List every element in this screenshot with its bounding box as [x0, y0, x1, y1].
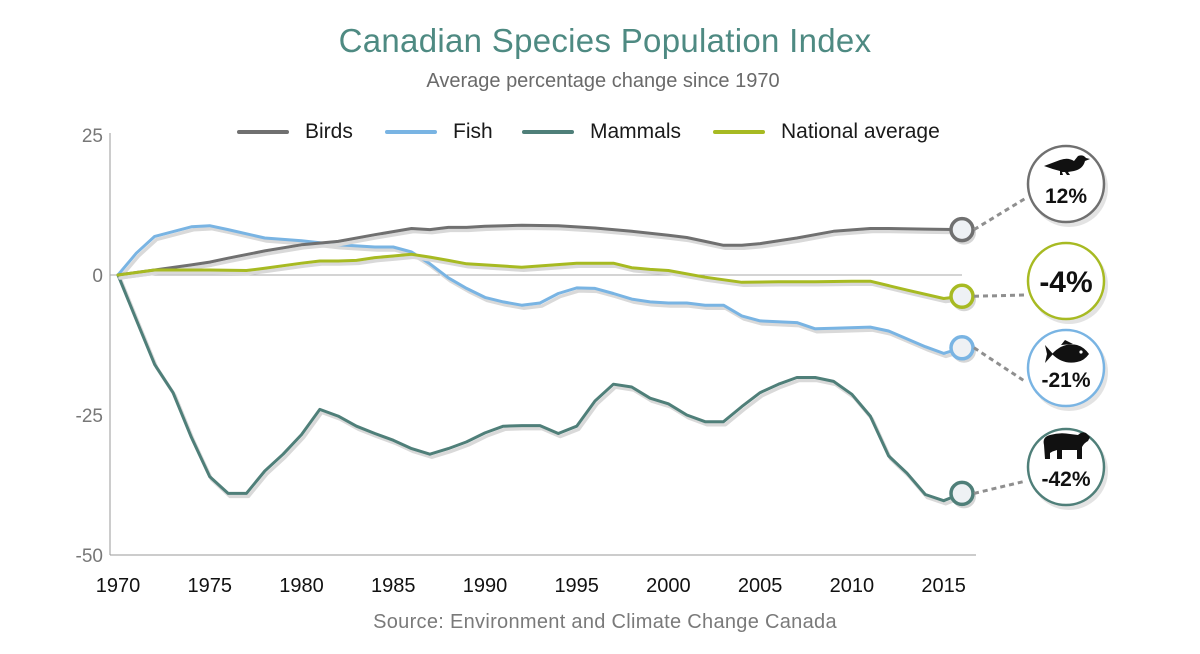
callout-birds: 12%: [973, 144, 1108, 231]
y-tick-label: -25: [76, 406, 103, 427]
legend-label-fish: Fish: [453, 120, 493, 143]
legend-label-national-average: National average: [781, 120, 940, 143]
x-tick-label: 2015: [921, 575, 966, 597]
callout-connector: [973, 479, 1027, 495]
legend-item-national-average: National average: [713, 120, 940, 144]
y-tick-label: 0: [92, 266, 103, 287]
chart-subtitle: Average percentage change since 1970: [426, 70, 780, 92]
callout-fish: -21%: [973, 328, 1108, 411]
x-tick-label: 1985: [371, 575, 416, 597]
legend-label-mammals: Mammals: [590, 120, 682, 143]
x-tick-label: 2010: [830, 575, 875, 597]
series-line-birds: [116, 223, 964, 277]
series-lines: [116, 223, 966, 506]
callout-connector: [973, 346, 1027, 384]
callout-value: -21%: [1041, 369, 1090, 392]
legend-swatch-fish: [385, 130, 437, 134]
series-line-mammals: [116, 273, 964, 503]
fish-eye: [1079, 350, 1083, 354]
x-tick-label: 1970: [96, 575, 141, 597]
y-tick-label: -50: [76, 546, 103, 567]
series-shadow-mammals: [118, 276, 966, 506]
callout-value: -4%: [1039, 266, 1092, 299]
x-tick-label: 2005: [738, 575, 783, 597]
callout-value: 12%: [1045, 185, 1087, 208]
callout-national-average: -4%: [973, 241, 1108, 324]
end-marker-national-average: [949, 283, 975, 310]
legend-item-mammals: Mammals: [522, 120, 681, 144]
legend-item-fish: Fish: [385, 120, 493, 144]
x-tick-label: 2000: [646, 575, 691, 597]
end-markers: [949, 216, 976, 509]
x-tick-label: 1975: [187, 575, 232, 597]
x-tick-label: 1990: [463, 575, 508, 597]
callout-circle: [1026, 241, 1106, 321]
legend-swatch-national-average: [713, 130, 765, 134]
series-shadow-national-average: [118, 255, 966, 304]
source-note: Source: Environment and Climate Change C…: [373, 611, 837, 633]
callout-circle: [1026, 144, 1106, 224]
legend-label-birds: Birds: [305, 120, 353, 143]
legend: Birds Fish Mammals National average: [0, 120, 1200, 148]
fish-icon: [1045, 340, 1089, 363]
chart-title: Canadian Species Population Index: [338, 22, 872, 59]
bear-icon: [1043, 432, 1090, 459]
legend-item-birds: Birds: [237, 120, 353, 144]
callouts: 12% -4% -21% -42%: [973, 144, 1108, 510]
axes: 25 0 -25 -50 1970 1975 1980 1985 1990 1995 2000 200…: [76, 126, 976, 597]
x-tick-label: 1980: [279, 575, 324, 597]
callout-connector: [973, 196, 1027, 231]
callout-connector: [973, 293, 1027, 298]
series-line-fish: [116, 224, 964, 355]
callout-mammals: -42%: [973, 427, 1108, 510]
end-marker-fish: [949, 335, 975, 361]
series-line-national-average: [116, 252, 964, 300]
series-shadow-fish: [118, 226, 966, 359]
series-shadow-birds: [118, 226, 966, 280]
end-marker-birds: [949, 216, 975, 243]
callout-value: -42%: [1041, 468, 1090, 491]
legend-swatch-mammals: [522, 130, 574, 134]
end-marker-mammals: [949, 480, 975, 507]
y-tick-label: 25: [82, 126, 103, 147]
bird-icon: [1044, 155, 1090, 175]
legend-swatch-birds: [237, 130, 289, 134]
x-tick-label: 1995: [554, 575, 599, 597]
